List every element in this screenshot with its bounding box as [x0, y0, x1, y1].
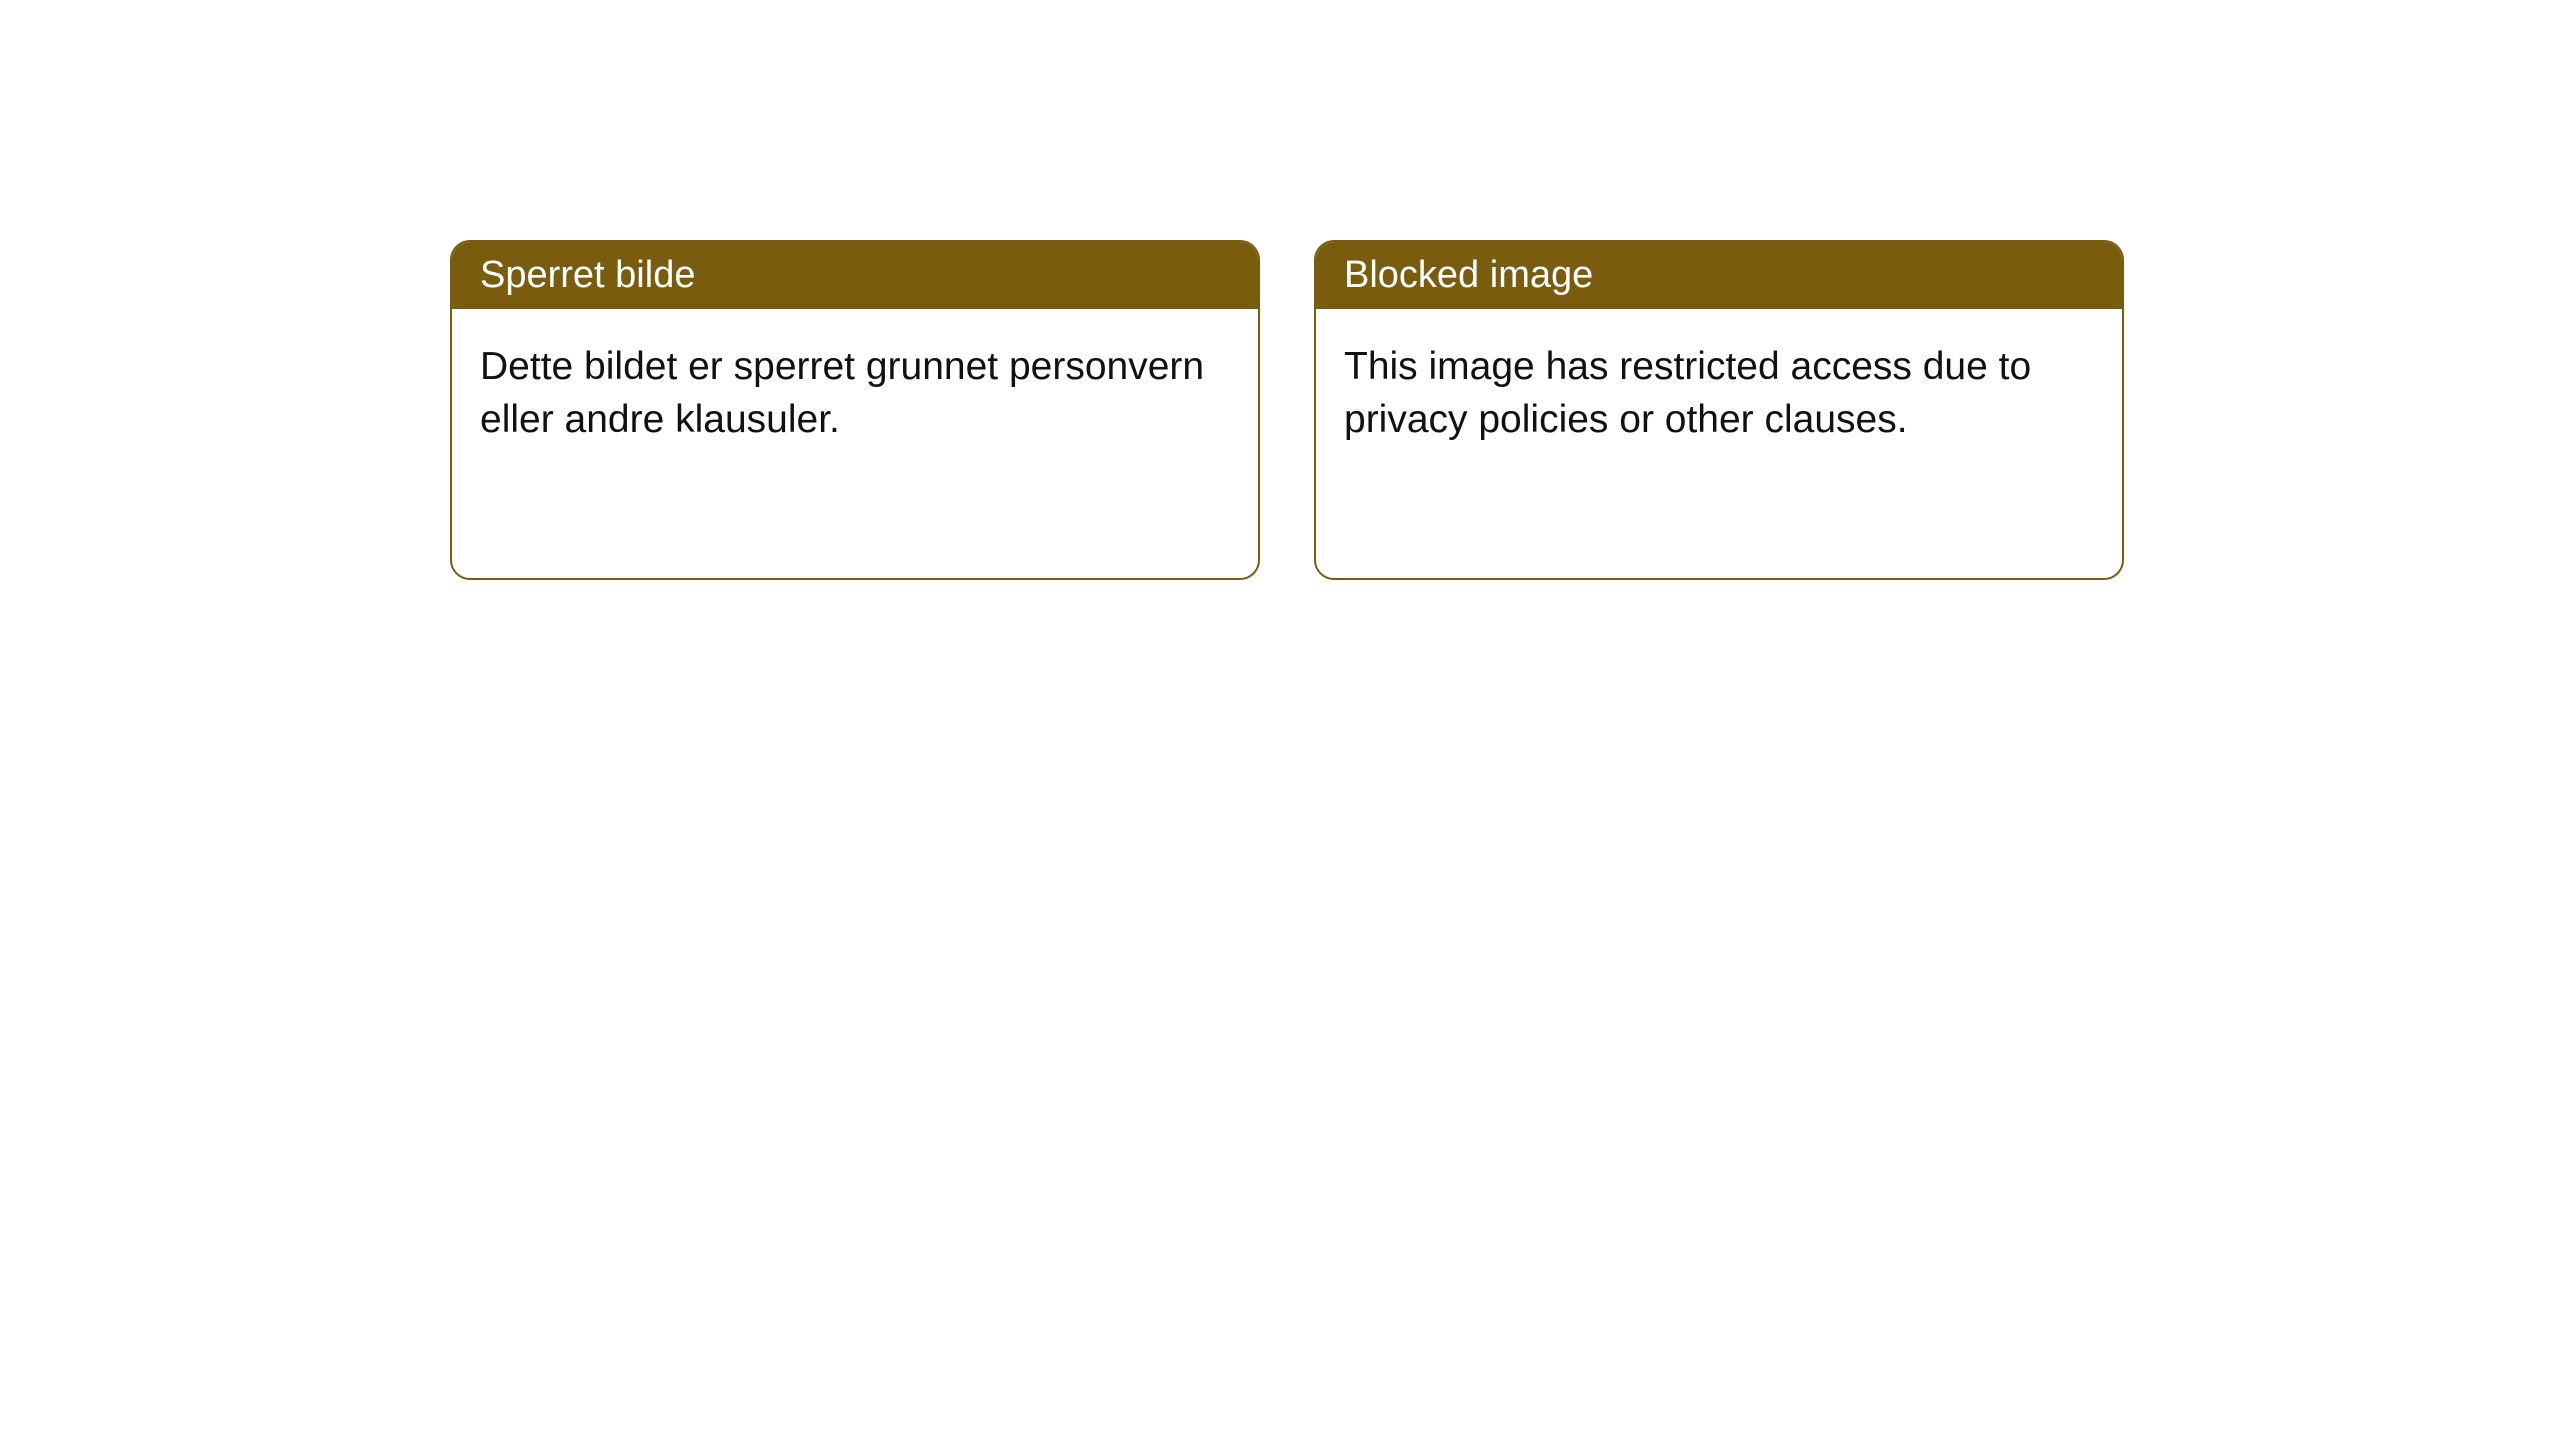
card-title: Blocked image [1344, 254, 1593, 296]
card-header: Blocked image [1316, 242, 2122, 309]
card-body-text: Dette bildet er sperret grunnet personve… [480, 345, 1204, 441]
card-header: Sperret bilde [452, 242, 1258, 309]
blocked-image-card-no: Sperret bilde Dette bildet er sperret gr… [450, 240, 1260, 580]
card-body: Dette bildet er sperret grunnet personve… [452, 309, 1258, 478]
card-container: Sperret bilde Dette bildet er sperret gr… [0, 0, 2560, 580]
card-body-text: This image has restricted access due to … [1344, 345, 2031, 441]
blocked-image-card-en: Blocked image This image has restricted … [1314, 240, 2124, 580]
card-body: This image has restricted access due to … [1316, 309, 2122, 478]
card-title: Sperret bilde [480, 254, 695, 296]
